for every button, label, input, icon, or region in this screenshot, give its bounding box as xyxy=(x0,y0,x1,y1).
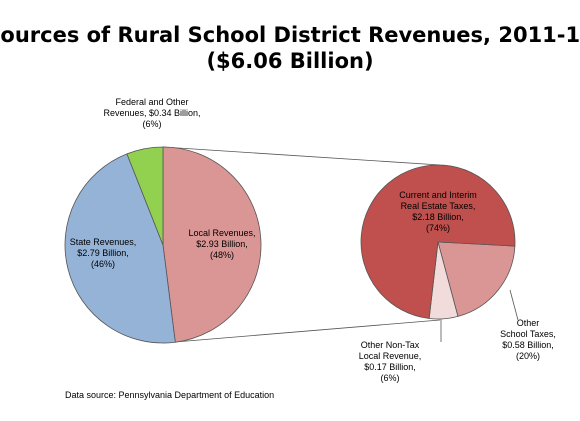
chart-subtitle: ($6.06 Billion) xyxy=(206,49,373,73)
value-label: (6%) xyxy=(380,373,399,383)
pie-slice xyxy=(126,146,164,246)
leader-line xyxy=(509,289,519,321)
value-label: (46%) xyxy=(91,259,115,269)
slice-label: $2.79 Billion, xyxy=(77,248,129,258)
pie-slice xyxy=(162,146,262,343)
slice-label: $2.18 Billion, xyxy=(412,212,464,222)
pie-slice xyxy=(64,153,176,344)
slice-label: Revenues, $0.34 Billion, xyxy=(103,108,200,118)
slice-label: Federal and Other xyxy=(115,97,188,107)
slice-label: Local Revenues, xyxy=(188,228,255,238)
slice-label: Other Non-Tax xyxy=(361,340,420,350)
slice-label: $0.58 Billion, xyxy=(502,340,554,350)
slice-label: State Revenues, xyxy=(70,237,137,247)
source-note: Data source: Pennsylvania Department of … xyxy=(65,390,274,400)
slice-label: $0.17 Billion, xyxy=(364,362,416,372)
connector-line xyxy=(162,146,441,166)
pie-slice xyxy=(360,164,516,319)
value-label: (20%) xyxy=(516,351,540,361)
value-label: (6%) xyxy=(142,119,161,129)
slice-label: Real Estate Taxes, xyxy=(401,201,476,211)
slice-label: $2.93 Billion, xyxy=(196,239,248,249)
slice-label: Other xyxy=(517,318,540,328)
pie-slice xyxy=(437,241,516,317)
slice-label: Current and Interim xyxy=(399,190,477,200)
value-label: (74%) xyxy=(426,223,450,233)
slice-label: Local Revenue, xyxy=(359,351,422,361)
chart-title: Sources of Rural School District Revenue… xyxy=(0,23,580,47)
value-label: (48%) xyxy=(210,250,234,260)
connector-line xyxy=(162,319,441,344)
slice-label: School Taxes, xyxy=(500,329,556,339)
